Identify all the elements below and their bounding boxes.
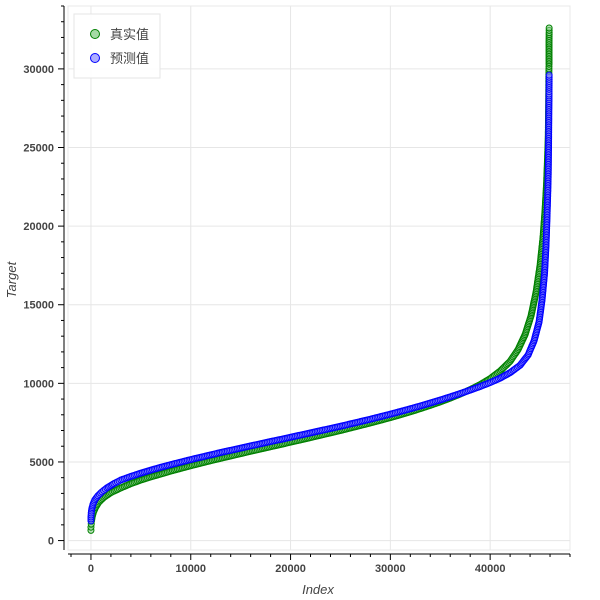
legend-label[interactable]: 预测值 xyxy=(110,51,149,67)
y-tick-label: 30000 xyxy=(23,64,54,76)
data-series xyxy=(87,24,553,534)
grid-lines xyxy=(68,6,570,550)
legend-marker[interactable] xyxy=(90,29,100,39)
data-point xyxy=(545,24,553,32)
series-predicted xyxy=(87,71,553,525)
x-tick-label: 0 xyxy=(88,563,94,575)
legend-label[interactable]: 真实值 xyxy=(110,27,149,43)
x-tick-label: 10000 xyxy=(175,563,206,575)
plot-border xyxy=(67,5,571,551)
plot-frame xyxy=(67,5,571,551)
data-point xyxy=(545,71,553,79)
y-axis-label: Target xyxy=(4,260,19,298)
y-tick-label: 15000 xyxy=(23,300,54,312)
legend-box xyxy=(73,13,161,79)
y-tick-label: 0 xyxy=(48,536,54,548)
y-tick-label: 5000 xyxy=(30,457,54,469)
legend-marker[interactable] xyxy=(90,53,100,63)
axes: 0 10000 20000 30000 40000 0 5000 10000 15000 2000… xyxy=(23,5,571,575)
y-tick-label: 25000 xyxy=(23,143,54,155)
x-tick-label: 20000 xyxy=(275,563,306,575)
x-axis-label: Index xyxy=(302,582,334,597)
y-tick-label: 20000 xyxy=(23,221,54,233)
y-tick-label: 10000 xyxy=(23,378,54,390)
x-tick-label: 40000 xyxy=(475,563,506,575)
x-tick-label: 30000 xyxy=(375,563,406,575)
